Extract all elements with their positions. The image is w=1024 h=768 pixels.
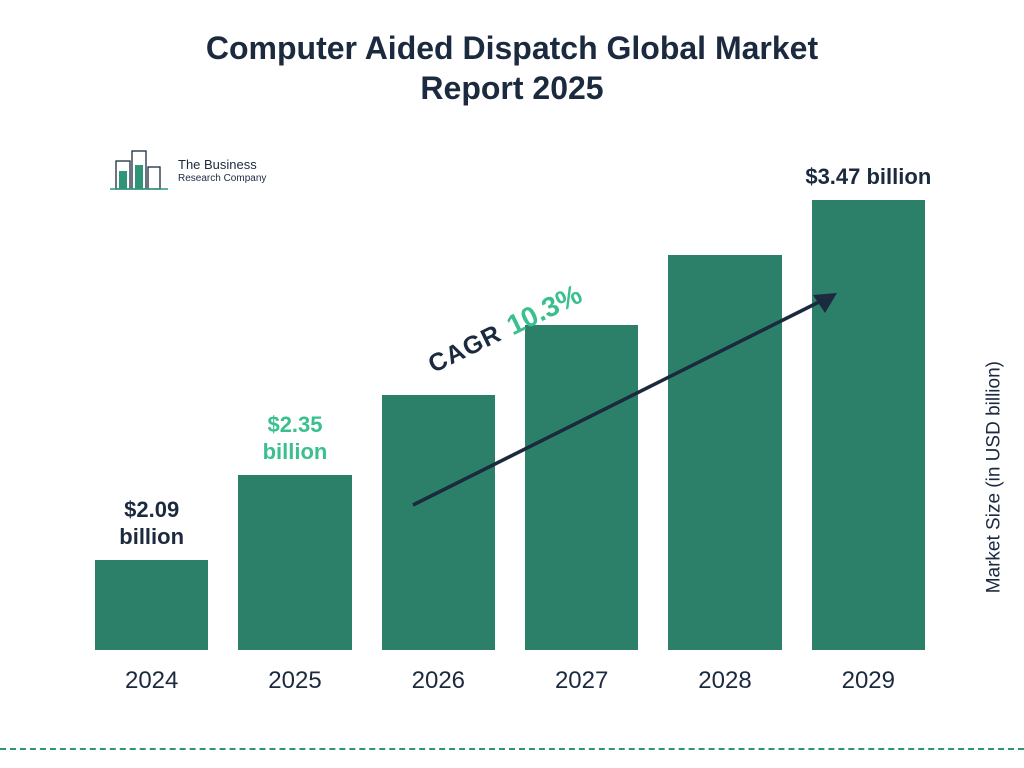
x-tick-label: 2026 — [382, 657, 495, 695]
bar — [668, 255, 781, 650]
x-tick-label: 2029 — [812, 657, 925, 695]
bar — [525, 325, 638, 650]
bar-column: $3.47 billion — [812, 150, 925, 650]
bar-value-label: $2.09billion — [87, 497, 217, 550]
x-tick-label: 2025 — [238, 657, 351, 695]
y-axis-label: Market Size (in USD billion) — [983, 361, 1005, 593]
bar — [238, 475, 351, 650]
bar — [382, 395, 495, 650]
bar — [812, 200, 925, 650]
bar-column — [668, 150, 781, 650]
bar — [95, 560, 208, 650]
bar-value-label: $2.35billion — [230, 412, 360, 465]
x-tick-label: 2027 — [525, 657, 638, 695]
x-axis-labels: 2024 2025 2026 2027 2028 2029 — [95, 657, 925, 695]
bar-column — [525, 150, 638, 650]
bar-chart: $2.09billion $2.35billion $3.47 billion 20… — [95, 150, 925, 695]
title-line-2: Report 2025 — [420, 70, 603, 106]
bar-column: $2.09billion — [95, 150, 208, 650]
x-tick-label: 2028 — [668, 657, 781, 695]
bar-column — [382, 150, 495, 650]
bars-container: $2.09billion $2.35billion $3.47 billion — [95, 150, 925, 650]
bottom-dashed-line — [0, 748, 1024, 750]
title-line-1: Computer Aided Dispatch Global Market — [206, 30, 818, 66]
bar-value-label: $3.47 billion — [783, 164, 953, 190]
x-tick-label: 2024 — [95, 657, 208, 695]
chart-title: Computer Aided Dispatch Global Market Re… — [122, 0, 902, 108]
bar-column: $2.35billion — [238, 150, 351, 650]
